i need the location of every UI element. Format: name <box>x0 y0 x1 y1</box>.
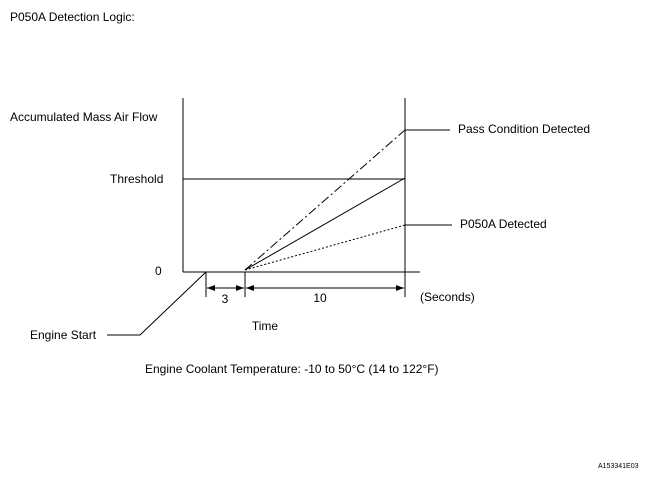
engine-start-leader <box>107 271 207 336</box>
fail-label: P050A Detected <box>460 217 547 231</box>
interval-label: 3 <box>222 292 229 306</box>
fail-curve <box>244 224 406 271</box>
title: P050A Detection Logic: <box>10 10 135 24</box>
interval-label: 10 <box>313 291 327 305</box>
engine-start-label: Engine Start <box>30 328 97 342</box>
unit-label: (Seconds) <box>420 290 475 304</box>
origin-label: 0 <box>155 264 162 278</box>
figure-id: A153341E03 <box>598 463 639 470</box>
threshold-curve <box>244 177 406 271</box>
pass-curve <box>244 129 406 271</box>
x-axis-label: Time <box>252 319 279 333</box>
pass-label: Pass Condition Detected <box>458 122 590 136</box>
y-axis-label: Accumulated Mass Air Flow <box>10 110 158 124</box>
threshold-label: Threshold <box>110 172 163 186</box>
condition: Engine Coolant Temperature: -10 to 50°C … <box>145 362 439 376</box>
